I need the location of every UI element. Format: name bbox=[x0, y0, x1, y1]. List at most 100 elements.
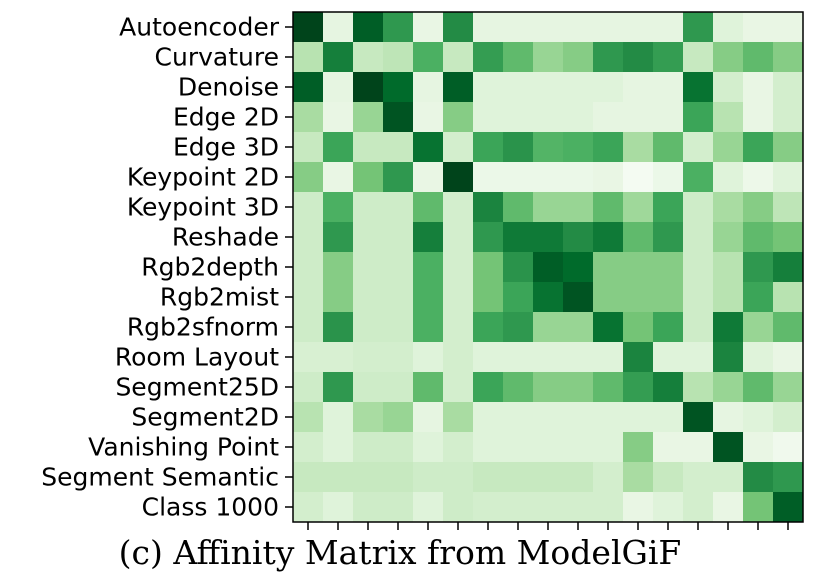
heatmap-cell bbox=[443, 372, 474, 403]
heatmap-cell bbox=[293, 312, 324, 343]
heatmap-cell bbox=[473, 132, 504, 163]
heatmap-cell bbox=[383, 342, 414, 373]
heatmap-cell bbox=[353, 462, 384, 493]
heatmap-cell bbox=[353, 72, 384, 103]
heatmap-cell bbox=[323, 222, 354, 253]
heatmap-cell bbox=[713, 252, 744, 283]
heatmap-cell bbox=[773, 372, 804, 403]
heatmap-cell bbox=[413, 402, 444, 433]
heatmap-cell bbox=[653, 222, 684, 253]
heatmap-cell bbox=[593, 12, 624, 43]
heatmap-cell bbox=[473, 252, 504, 283]
heatmap-cell bbox=[503, 72, 534, 103]
heatmap-cell bbox=[593, 42, 624, 73]
heatmap-cell bbox=[443, 132, 474, 163]
heatmap-cell bbox=[593, 312, 624, 343]
heatmap-cell bbox=[473, 372, 504, 403]
heatmap-cell bbox=[683, 372, 714, 403]
heatmap-cell bbox=[293, 132, 324, 163]
heatmap-cell bbox=[743, 72, 774, 103]
heatmap-cell bbox=[473, 192, 504, 223]
heatmap-cell bbox=[353, 402, 384, 433]
heatmap-cell bbox=[353, 492, 384, 523]
heatmap-cell bbox=[563, 432, 594, 463]
heatmap-cell bbox=[563, 312, 594, 343]
heatmap-cell bbox=[353, 252, 384, 283]
heatmap-cell bbox=[623, 462, 654, 493]
heatmap-cell bbox=[503, 462, 534, 493]
heatmap-cell bbox=[683, 162, 714, 193]
heatmap-cell bbox=[383, 222, 414, 253]
heatmap-cell bbox=[713, 342, 744, 373]
heatmap-cell bbox=[563, 192, 594, 223]
heatmap-cell bbox=[743, 342, 774, 373]
heatmap-cell bbox=[683, 222, 714, 253]
heatmap-cell bbox=[503, 432, 534, 463]
heatmap-cell bbox=[773, 42, 804, 73]
heatmap-cell bbox=[293, 492, 324, 523]
heatmap-cell bbox=[293, 102, 324, 133]
heatmap-cell bbox=[743, 432, 774, 463]
heatmap-cell bbox=[653, 162, 684, 193]
row-label: Reshade bbox=[172, 223, 279, 252]
heatmap-cell bbox=[503, 372, 534, 403]
heatmap-cell bbox=[353, 12, 384, 43]
heatmap-cell bbox=[773, 402, 804, 433]
heatmap-cell bbox=[353, 312, 384, 343]
heatmap-cell bbox=[713, 222, 744, 253]
heatmap-cell bbox=[413, 282, 444, 313]
heatmap-cell bbox=[713, 462, 744, 493]
heatmap-cell bbox=[683, 12, 714, 43]
heatmap-cell bbox=[743, 162, 774, 193]
heatmap-cell bbox=[443, 252, 474, 283]
row-label: Class 1000 bbox=[142, 493, 279, 522]
heatmap-cell bbox=[383, 312, 414, 343]
heatmap-cell bbox=[593, 72, 624, 103]
heatmap-cell bbox=[443, 432, 474, 463]
heatmap-cell bbox=[413, 432, 444, 463]
heatmap-cell bbox=[503, 402, 534, 433]
row-label: Rgb2mist bbox=[160, 283, 279, 312]
heatmap-cell bbox=[593, 192, 624, 223]
heatmap-cell bbox=[353, 282, 384, 313]
heatmap-cell bbox=[683, 432, 714, 463]
heatmap-cell bbox=[773, 222, 804, 253]
heatmap-cell bbox=[533, 162, 564, 193]
figure-caption: (c) Affinity Matrix from ModelGiF bbox=[119, 533, 682, 572]
heatmap-cell bbox=[533, 432, 564, 463]
heatmap-cell bbox=[743, 12, 774, 43]
heatmap-cell bbox=[623, 312, 654, 343]
heatmap-cell bbox=[293, 162, 324, 193]
heatmap-cell bbox=[563, 372, 594, 403]
heatmap-cell bbox=[653, 372, 684, 403]
heatmap-cell bbox=[413, 252, 444, 283]
heatmap-cell bbox=[533, 402, 564, 433]
heatmap-cell bbox=[323, 372, 354, 403]
heatmap-cell bbox=[653, 42, 684, 73]
heatmap-cell bbox=[383, 72, 414, 103]
heatmap-cell bbox=[323, 72, 354, 103]
heatmap-cell bbox=[563, 102, 594, 133]
heatmap-cell bbox=[713, 372, 744, 403]
heatmap-cell bbox=[623, 432, 654, 463]
heatmap-cell bbox=[653, 342, 684, 373]
heatmap-cell bbox=[503, 342, 534, 373]
heatmap-cell bbox=[323, 312, 354, 343]
heatmap-cell bbox=[353, 192, 384, 223]
heatmap-cell bbox=[653, 252, 684, 283]
heatmap-cell bbox=[293, 432, 324, 463]
row-label: Autoencoder bbox=[119, 13, 280, 42]
heatmap-cell bbox=[473, 402, 504, 433]
heatmap-cell bbox=[623, 282, 654, 313]
heatmap-cell bbox=[713, 402, 744, 433]
heatmap-cell bbox=[533, 282, 564, 313]
heatmap-cell bbox=[623, 492, 654, 523]
heatmap-cell bbox=[413, 492, 444, 523]
heatmap-cell bbox=[773, 492, 804, 523]
heatmap-cell bbox=[743, 282, 774, 313]
heatmap-cell bbox=[473, 312, 504, 343]
heatmap-cell bbox=[773, 132, 804, 163]
heatmap-cell bbox=[383, 492, 414, 523]
heatmap-cell bbox=[293, 372, 324, 403]
heatmap-cell bbox=[533, 342, 564, 373]
